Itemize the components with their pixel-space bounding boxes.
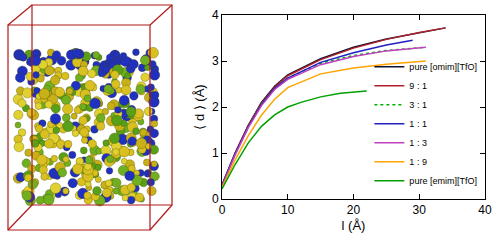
svg-text:1 : 1: 1 : 1 [409,119,427,129]
svg-text:3: 3 [212,54,219,68]
svg-text:0: 0 [219,203,226,217]
svg-text:2: 2 [212,100,219,114]
svg-text:pure [omim][TfO]: pure [omim][TfO] [409,62,477,72]
svg-text:l (Å): l (Å) [342,218,366,233]
svg-text:10: 10 [281,203,295,217]
svg-text:30: 30 [413,203,427,217]
svg-text:1: 1 [212,146,219,160]
svg-text:1 : 3: 1 : 3 [409,138,427,148]
svg-text:4: 4 [212,8,219,22]
svg-text:9 : 1: 9 : 1 [409,81,427,91]
svg-text:3 : 1: 3 : 1 [409,100,427,110]
svg-text:1 : 9: 1 : 9 [409,157,427,167]
svg-text:pure [emim][TfO]: pure [emim][TfO] [409,176,477,186]
svg-text:0: 0 [212,192,219,206]
svg-text:40: 40 [478,203,492,217]
svg-text:20: 20 [347,203,361,217]
svg-text:⟨ d ⟩ (Å): ⟨ d ⟩ (Å) [192,84,207,129]
